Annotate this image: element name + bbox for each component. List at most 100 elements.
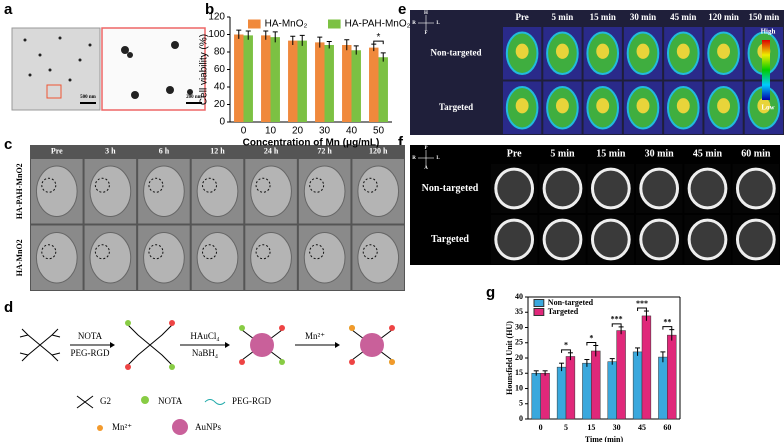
peg-rgd <box>125 320 395 370</box>
tissue <box>35 231 78 284</box>
step-label: PEG-RGD <box>70 348 110 358</box>
legend-label: Mn²⁺ <box>112 422 132 432</box>
hotspot <box>515 98 529 114</box>
y-axis-title: Cell viability (%) <box>199 34 210 105</box>
column-label: 120 min <box>708 12 739 22</box>
orientation-label: R <box>412 156 416 161</box>
y-tick-label: 20 <box>515 353 523 362</box>
bar <box>369 47 379 122</box>
step-label: NaBH₄ <box>192 348 218 358</box>
tissue <box>89 231 132 284</box>
roi <box>202 244 217 260</box>
orientation-label: P <box>424 146 427 151</box>
bar <box>324 45 334 122</box>
bar <box>243 35 253 122</box>
hotspot <box>636 43 650 59</box>
x-tick-label: 0 <box>539 423 543 432</box>
significance-bracket <box>662 326 673 330</box>
row-label: Targeted <box>431 234 469 245</box>
bar <box>531 373 541 420</box>
column-label: 3 h <box>105 146 116 155</box>
x-tick-label: 15 <box>587 423 595 432</box>
bar <box>565 356 576 420</box>
row-label: Non-targeted <box>431 47 482 57</box>
y-tick-label: 5 <box>519 399 523 408</box>
arrowheads <box>110 342 340 348</box>
roi <box>309 244 325 260</box>
roi <box>362 177 378 193</box>
tissue <box>639 218 680 261</box>
legend-icon <box>141 396 149 404</box>
hotspot <box>717 98 731 114</box>
legend-icon <box>97 425 103 431</box>
legend-label: Non-targeted <box>548 298 594 307</box>
orientation-label: F <box>424 31 427 36</box>
hotspot <box>555 43 569 59</box>
significance-bracket <box>373 40 384 45</box>
y-tick-label: 60 <box>214 64 226 75</box>
tissue <box>89 165 132 218</box>
legend-label: G2 <box>100 396 111 406</box>
x-tick-label: 60 <box>663 423 671 432</box>
hotspot <box>555 98 569 114</box>
legend-label: HA-MnO₂ <box>265 19 308 30</box>
row-label: HA-PAH-MnO2 <box>15 163 24 219</box>
bar <box>616 330 626 420</box>
bar <box>658 356 668 420</box>
panel-a: 500 nm 200 nm <box>11 27 206 111</box>
tissue <box>542 218 583 261</box>
hotspot <box>596 98 610 114</box>
hotspot <box>717 43 731 59</box>
orientation-label: A <box>424 166 428 171</box>
tissue <box>196 231 239 284</box>
tem-image-zoom <box>101 27 206 111</box>
row-label: Targeted <box>439 102 473 112</box>
significance: * <box>564 341 568 350</box>
bar <box>288 40 298 122</box>
tissue <box>687 167 728 210</box>
roi <box>94 177 110 193</box>
legend-label: HA-PAH-MnO₂ <box>345 19 411 30</box>
panel-label: b <box>205 1 214 18</box>
tissue <box>250 231 292 284</box>
tissue <box>542 167 583 210</box>
significance-bracket <box>637 307 647 312</box>
chart-b: 0 20 40 60 80 100 120 0 10 20 30 40 50 * Concentration… <box>199 12 411 149</box>
significance-bracket <box>561 349 571 353</box>
column-label: 45 min <box>693 148 723 159</box>
hotspot <box>596 43 610 59</box>
colorbar <box>762 40 770 100</box>
orientation-label: L <box>436 21 440 26</box>
tissue <box>250 165 292 218</box>
aunp <box>250 333 274 357</box>
x-axis-title: Concentration of Mn (μg/mL) <box>243 138 380 149</box>
significance: *** <box>636 299 648 308</box>
panel-d: NOTA PEG-RGD HAuCl₄ NaBH₄ Mn²⁺ G2 NOTA P… <box>19 320 395 435</box>
scale-label: 500 nm <box>80 95 97 100</box>
roi <box>148 244 164 260</box>
aunp <box>360 333 384 357</box>
chart-g: 0 5 10 15 20 25 30 35 40 0 5 * 15 * 30 *** 45 *** 60 ** Time… <box>505 292 681 442</box>
x-tick-label: 10 <box>265 126 277 137</box>
particles <box>23 36 193 99</box>
column-label: 24 h <box>264 146 279 155</box>
y-tick-label: 0 <box>219 117 225 128</box>
y-tick-label: 0 <box>519 414 523 423</box>
dendrimer <box>19 324 393 366</box>
panel-label: e <box>398 1 406 18</box>
significance-bracket <box>586 341 597 346</box>
y-tick-label: 120 <box>208 12 225 23</box>
tissue <box>143 165 185 218</box>
legend-icon <box>172 419 188 435</box>
legend-label: NOTA <box>158 396 183 406</box>
column-label: 45 min <box>670 12 696 22</box>
bar <box>297 40 307 122</box>
tissue <box>196 165 239 218</box>
hotspot <box>515 43 529 59</box>
tissue <box>303 165 346 218</box>
zoom-box <box>46 84 62 99</box>
orientation-label: L <box>436 156 440 161</box>
hotspot <box>676 43 690 59</box>
bar <box>591 350 601 420</box>
x-tick-label: 30 <box>613 423 621 432</box>
